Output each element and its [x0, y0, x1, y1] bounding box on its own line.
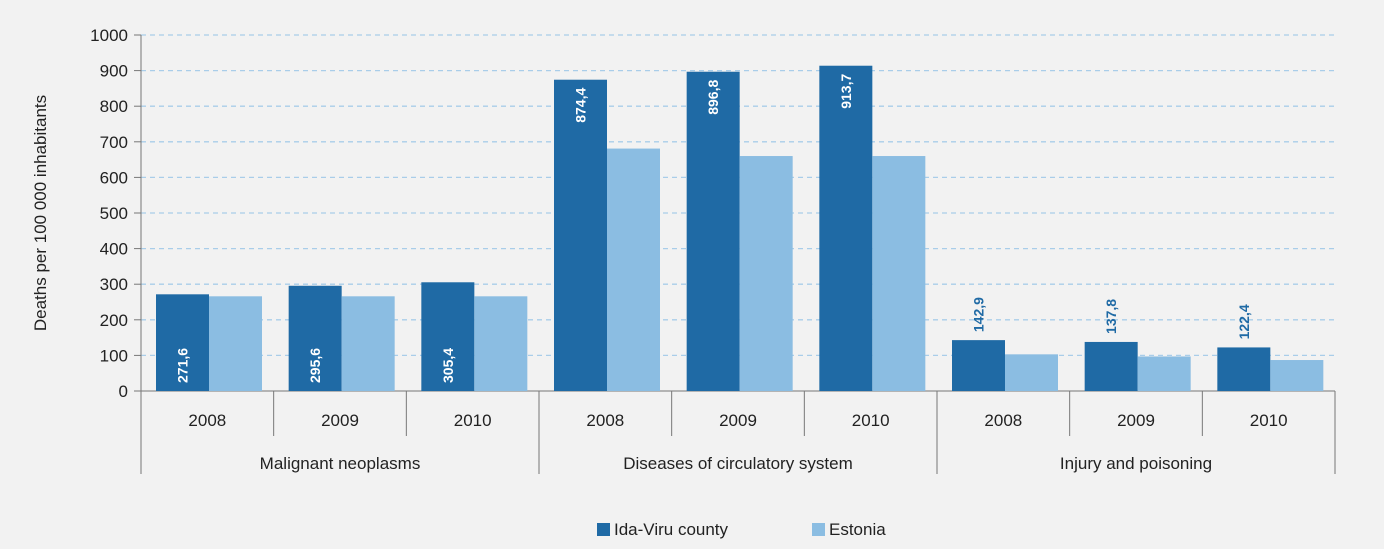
- x-tick-label: 2009: [1117, 411, 1155, 430]
- bar: [952, 340, 1005, 391]
- group-label: Malignant neoplasms: [260, 454, 421, 473]
- bar: [288, 285, 342, 391]
- bar: [341, 296, 395, 391]
- bar: [156, 294, 209, 391]
- bar: [607, 148, 660, 391]
- bar: [474, 296, 528, 391]
- legend-swatch: [597, 523, 610, 536]
- y-tick-label: 200: [100, 311, 128, 330]
- data-label: 896,8: [705, 80, 721, 115]
- x-tick-label: 2009: [719, 411, 757, 430]
- y-tick-label: 1000: [90, 26, 128, 45]
- bar: [209, 296, 262, 391]
- bar: [1270, 360, 1324, 391]
- x-tick-label: 2008: [188, 411, 226, 430]
- x-tick-label: 2010: [454, 411, 492, 430]
- x-tick-label: 2010: [1250, 411, 1288, 430]
- data-label: 122,4: [1236, 304, 1252, 339]
- bar: [421, 282, 475, 391]
- bar: [686, 71, 740, 391]
- bar: [1137, 356, 1191, 391]
- x-tick-label: 2008: [984, 411, 1022, 430]
- y-tick-label: 600: [100, 168, 128, 187]
- y-tick-label: 900: [100, 62, 128, 81]
- data-label: 913,7: [838, 74, 854, 109]
- data-labels: 271,6 295,6 305,4 874,4 896,8 913,7 142,9 137,8…: [175, 74, 1252, 383]
- bar: [819, 65, 873, 391]
- data-label: 295,6: [307, 348, 323, 383]
- x-tick-label: 2008: [586, 411, 624, 430]
- y-tick-label: 500: [100, 204, 128, 223]
- data-label: 305,4: [440, 348, 456, 383]
- y-tick-label: 300: [100, 275, 128, 294]
- group-label: Injury and poisoning: [1060, 454, 1212, 473]
- y-tick-label: 400: [100, 240, 128, 259]
- legend-swatch: [812, 523, 825, 536]
- bars: [156, 65, 1324, 392]
- y-tick-label: 100: [100, 346, 128, 365]
- axes: 0 100 200 300 400 500 600 700 800 900 1000 Deaths p…: [31, 26, 1336, 474]
- data-label: 874,4: [573, 88, 589, 123]
- x-tick-label: 2009: [321, 411, 359, 430]
- bar: [1005, 354, 1058, 391]
- data-label: 137,8: [1103, 299, 1119, 334]
- bar: [872, 156, 926, 391]
- y-tick-label: 0: [119, 382, 128, 401]
- legend: Ida-Viru county Estonia: [597, 520, 886, 539]
- bar: [739, 156, 793, 391]
- bar: [1217, 347, 1271, 391]
- data-label: 142,9: [971, 297, 987, 332]
- legend-label: Ida-Viru county: [614, 520, 729, 539]
- x-tick-label: 2010: [852, 411, 890, 430]
- y-tick-label: 700: [100, 133, 128, 152]
- data-label: 271,6: [175, 348, 191, 383]
- y-axis-title: Deaths per 100 000 inhabitants: [31, 95, 50, 331]
- y-tick-label: 800: [100, 97, 128, 116]
- group-label: Diseases of circulatory system: [623, 454, 853, 473]
- bar: [554, 79, 607, 392]
- bar: [1084, 341, 1138, 391]
- legend-label: Estonia: [829, 520, 886, 539]
